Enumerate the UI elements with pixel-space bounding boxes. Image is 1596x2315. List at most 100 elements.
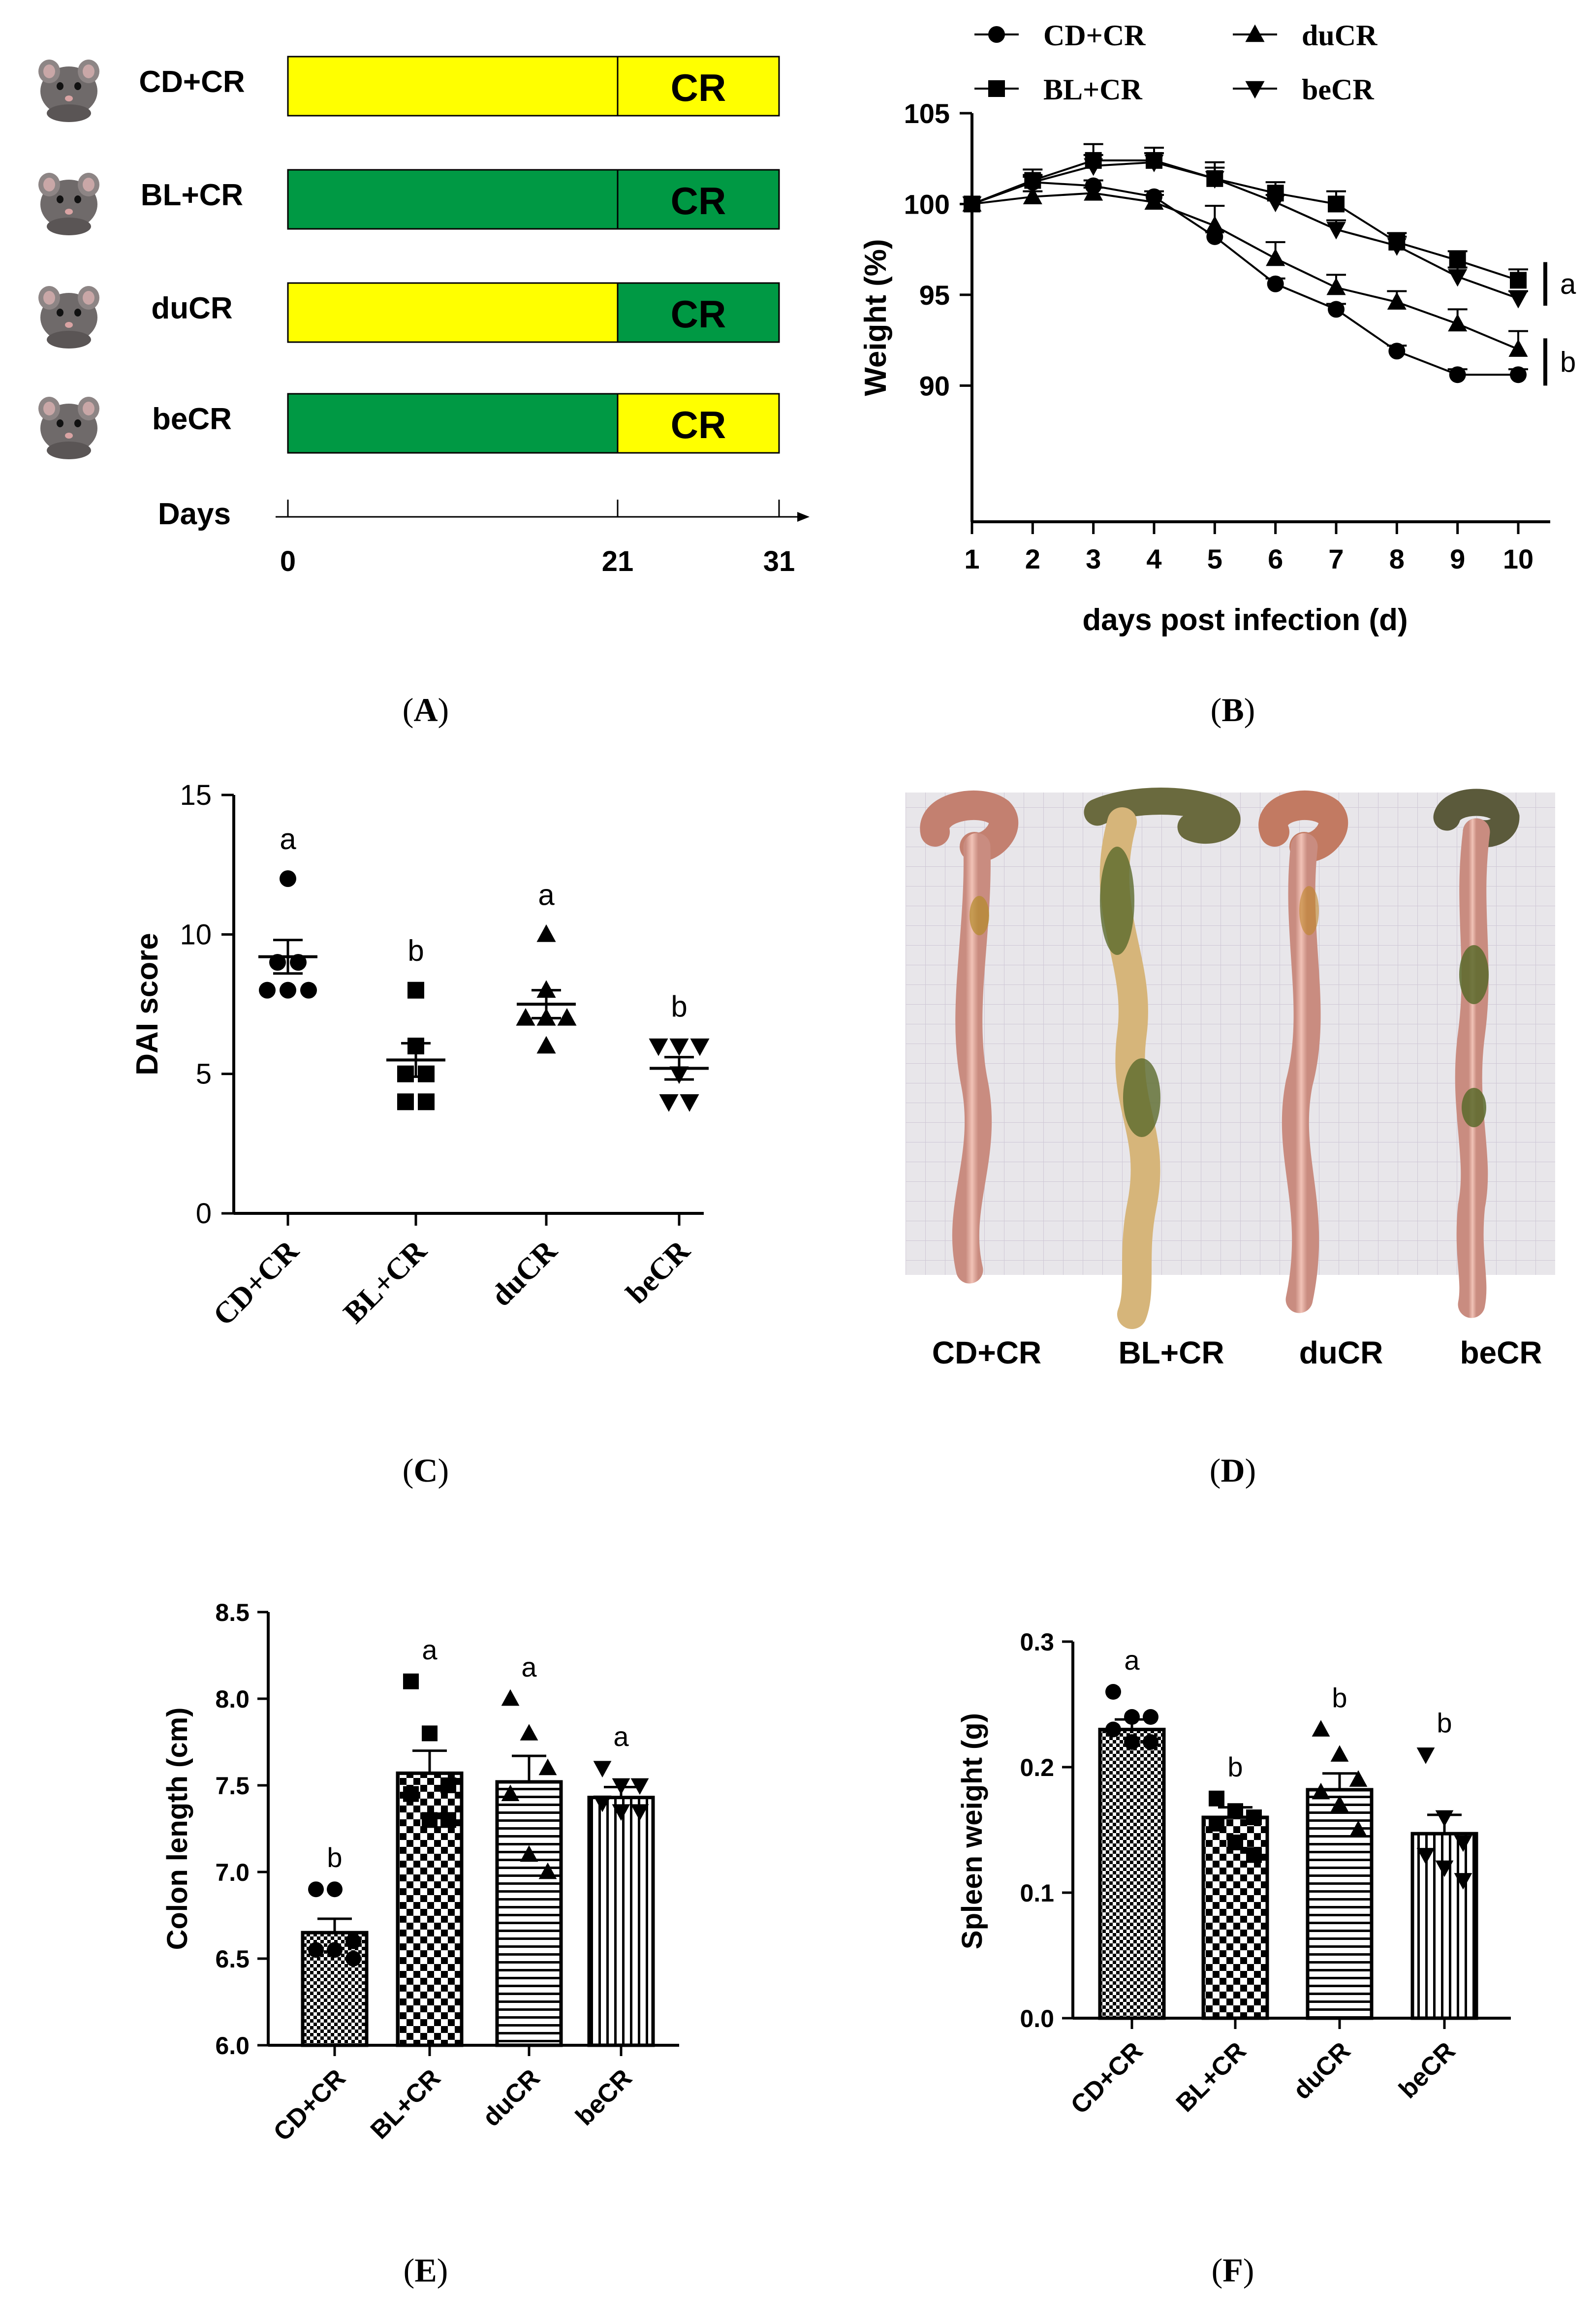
data-point	[593, 1795, 612, 1812]
y-tick-label: 0.0	[1020, 2005, 1054, 2032]
data-point	[1124, 1734, 1140, 1750]
y-axis-label: Weight (%)	[859, 239, 893, 396]
data-point	[1143, 1709, 1158, 1725]
data-point	[1510, 366, 1527, 383]
data-point	[1246, 1847, 1262, 1863]
legend-marker	[988, 26, 1005, 43]
data-point	[1084, 183, 1103, 201]
group-label: beCR	[152, 402, 232, 436]
data-point	[397, 1065, 414, 1082]
data-point	[520, 1724, 538, 1741]
data-point	[536, 924, 556, 942]
x-tick-label: beCR	[1393, 2036, 1461, 2104]
data-point	[1508, 290, 1528, 309]
data-point	[1312, 1720, 1330, 1737]
x-tick-label: CD+CR	[268, 2063, 351, 2147]
data-point	[630, 1804, 649, 1821]
significance-letter: b	[1227, 1751, 1243, 1782]
legend-label: beCR	[1302, 73, 1374, 106]
data-point	[1328, 301, 1345, 318]
data-point	[538, 1758, 557, 1776]
bar	[587, 1796, 655, 2047]
y-tick-label: 100	[904, 189, 950, 220]
bar	[1098, 1728, 1166, 2020]
y-tick-label: 95	[919, 280, 950, 311]
data-point	[501, 1784, 520, 1801]
legend-label: duCR	[1302, 19, 1377, 52]
significance-letter: a	[538, 878, 555, 911]
data-point	[1105, 1721, 1121, 1738]
bar	[1306, 1788, 1374, 2020]
y-axis-label: DAI score	[130, 933, 164, 1075]
data-point	[407, 982, 424, 999]
data-point	[1387, 238, 1407, 256]
y-tick-label: 0	[196, 1198, 212, 1230]
data-point	[1435, 1860, 1454, 1877]
x-tick-label: BL+CR	[1171, 2036, 1252, 2118]
significance-letter: b	[327, 1842, 342, 1873]
y-tick-label: 8.0	[215, 1685, 250, 1713]
significance-letter: a	[280, 823, 296, 856]
phase-tag: CR	[671, 179, 726, 222]
series-line	[971, 192, 1519, 350]
panel-f-spleen-weight-chart: 0.0 0.1 0.2 0.3 Spleen weight (g) a CD+CR b BL+C…	[956, 1628, 1511, 2120]
data-point	[418, 1093, 435, 1110]
data-point	[962, 196, 982, 214]
legend-label: CD+CR	[1043, 19, 1146, 52]
data-point	[520, 1845, 538, 1862]
x-tick-label: 9	[1450, 543, 1465, 574]
timeline-phase-1	[287, 393, 619, 454]
legend-marker	[1245, 24, 1265, 42]
data-point	[536, 980, 556, 998]
panel-label-c: (C)	[403, 1452, 449, 1489]
x-tick-label: 7	[1328, 543, 1344, 574]
data-point	[1266, 194, 1285, 213]
y-tick-label: 10	[180, 919, 212, 951]
x-tick-label: BL+CR	[365, 2063, 446, 2145]
data-point	[1388, 343, 1406, 360]
data-point	[1023, 187, 1042, 204]
panel-label-d: (D)	[1210, 1452, 1256, 1489]
data-point	[1246, 1809, 1262, 1825]
data-point	[345, 1933, 361, 1949]
y-axis-label: Spleen weight (g)	[956, 1713, 988, 1949]
timeline-phase-1	[287, 282, 619, 343]
data-point	[308, 1881, 324, 1898]
data-point	[1449, 366, 1466, 383]
panel-label-f: (F)	[1212, 2252, 1254, 2289]
data-point	[440, 1777, 456, 1793]
data-point	[669, 1038, 689, 1056]
x-tick-label: 2	[1025, 543, 1040, 574]
data-point	[1205, 171, 1224, 189]
phase-tag: CR	[671, 292, 726, 336]
data-point	[1387, 292, 1407, 310]
panel-b-weight-chart: 90 95 100 105 1 2 3 4 5 6 7 8 9 10 days post infection…	[859, 19, 1576, 637]
colon-label: beCR	[1460, 1335, 1542, 1370]
legend-marker	[1245, 81, 1265, 99]
data-point	[630, 1778, 649, 1795]
colon-label: duCR	[1299, 1335, 1383, 1370]
x-tick-label: CD+CR	[207, 1234, 306, 1332]
data-point	[1312, 1782, 1330, 1800]
significance-letter: b	[671, 990, 687, 1023]
data-point	[280, 982, 296, 999]
y-tick-label: 15	[180, 779, 212, 811]
group-label: duCR	[151, 291, 232, 325]
data-point	[418, 1065, 435, 1082]
group-label: CD+CR	[139, 65, 245, 99]
x-tick-label: beCR	[570, 2063, 637, 2131]
data-point	[1266, 248, 1285, 266]
data-point	[327, 1942, 343, 1958]
y-tick-label: 105	[904, 98, 950, 129]
mouse-icon	[38, 173, 99, 235]
significance-letter: b	[1332, 1682, 1347, 1713]
data-point	[1330, 1795, 1349, 1812]
series-line	[971, 159, 1519, 282]
y-tick-label: 7.5	[215, 1772, 250, 1800]
data-point	[422, 1812, 438, 1828]
panel-label-b: (B)	[1211, 691, 1255, 729]
data-point	[1143, 1734, 1158, 1750]
legend-label: BL+CR	[1043, 73, 1143, 106]
data-point	[403, 1673, 419, 1689]
data-point	[557, 1008, 577, 1026]
